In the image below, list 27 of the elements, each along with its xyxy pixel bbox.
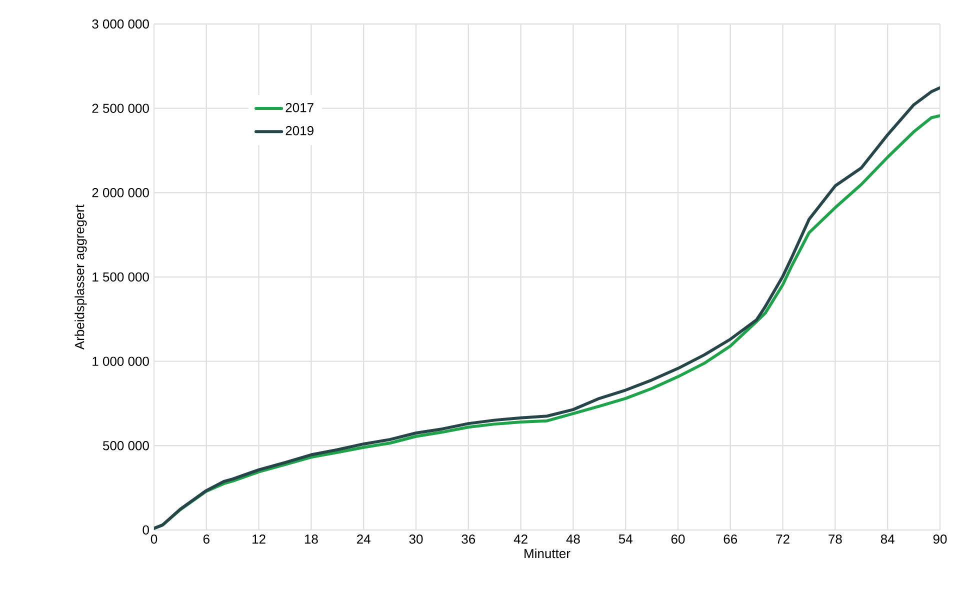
legend-label: 2017	[286, 103, 314, 112]
x-tick-label: 24	[357, 534, 370, 544]
y-tick-label: 1 000 000	[92, 356, 149, 366]
x-tick-label: 6	[203, 534, 210, 544]
y-tick-label: 1 500 000	[92, 272, 149, 282]
y-axis-title: Arbeidsplasser aggregert	[74, 204, 87, 350]
y-tick-label: 2 000 000	[92, 188, 149, 198]
y-tick-label: 500 000	[103, 441, 149, 450]
y-tick-label: 3 000 000	[92, 19, 149, 29]
x-tick-label: 60	[671, 534, 685, 544]
x-tick-label: 30	[409, 534, 423, 544]
y-tick-label: 0	[142, 525, 149, 535]
x-tick-label: 54	[618, 534, 632, 544]
x-tick-label: 84	[880, 534, 894, 544]
x-tick-label: 36	[462, 534, 476, 544]
x-tick-label: 66	[724, 534, 738, 544]
x-tick-label: 90	[933, 534, 947, 544]
x-tick-label: 18	[304, 534, 318, 544]
y-tick-label: 2 500 000	[92, 104, 149, 113]
legend-label: 2019	[286, 126, 314, 136]
x-tick-label: 42	[514, 534, 528, 544]
x-tick-label: 72	[776, 534, 790, 544]
x-tick-label: 12	[252, 534, 266, 544]
x-tick-label: 0	[150, 534, 158, 544]
x-tick-label: 78	[828, 534, 842, 544]
x-axis-title: Minutter	[524, 548, 570, 558]
x-tick-label: 48	[566, 534, 580, 544]
